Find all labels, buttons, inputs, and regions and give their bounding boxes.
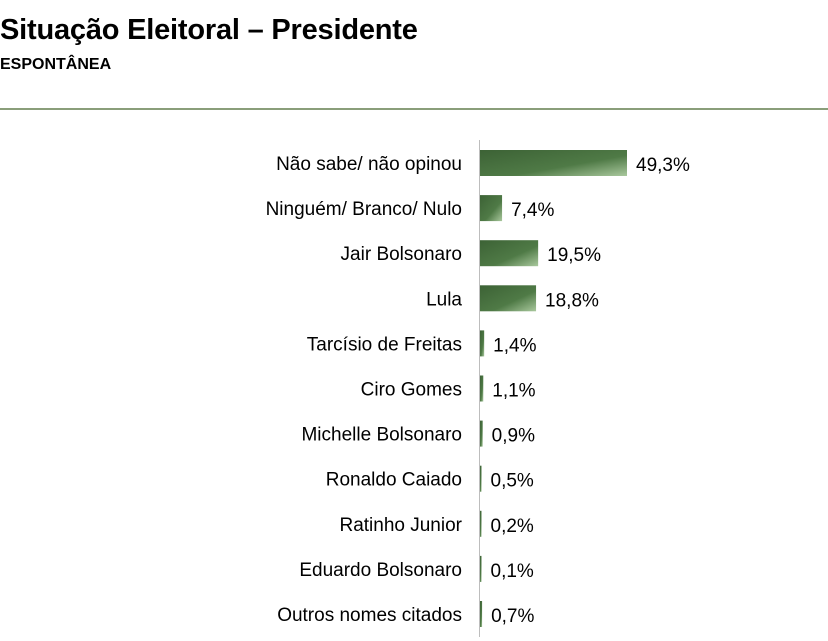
bar <box>480 150 627 176</box>
value-label: 18,8% <box>545 290 599 311</box>
value-label: 0,7% <box>491 606 534 627</box>
bar <box>480 420 483 447</box>
value-label: 0,9% <box>492 426 535 447</box>
bar <box>480 240 539 267</box>
value-label: 0,5% <box>491 471 534 492</box>
category-label: Jair Bolsonaro <box>341 244 462 265</box>
bar <box>480 195 503 222</box>
category-label: Ratinho Junior <box>339 515 462 536</box>
category-label: Michelle Bolsonaro <box>301 425 462 446</box>
bar <box>480 375 484 402</box>
bar <box>480 510 482 537</box>
category-label: Eduardo Bolsonaro <box>299 560 462 581</box>
value-label: 1,1% <box>492 381 535 402</box>
category-label: Ciro Gomes <box>361 380 462 401</box>
category-label: Ronaldo Caiado <box>326 470 462 491</box>
category-label: Tarcísio de Freitas <box>307 334 462 355</box>
bar <box>480 330 485 357</box>
value-label: 0,2% <box>491 516 534 537</box>
header-rule <box>0 108 828 110</box>
bar-chart: Não sabe/ não opinou 49,3% Ninguém/ Branco… <box>266 140 690 637</box>
bar-group: Não sabe/ não opinou 49,3% Ninguém/ Branco… <box>266 150 690 627</box>
bar <box>480 285 537 312</box>
category-label: Ninguém/ Branco/ Nulo <box>266 199 462 220</box>
value-label: 0,1% <box>491 561 534 582</box>
bar <box>480 555 482 582</box>
category-label: Lula <box>426 289 462 310</box>
value-label: 49,3% <box>636 155 690 176</box>
chart-subtitle: ESPONTÂNEA <box>0 56 112 73</box>
chart-title: Situação Eleitoral – Presidente <box>0 14 418 46</box>
bar <box>480 465 482 492</box>
category-label: Outros nomes citados <box>277 605 462 626</box>
value-label: 19,5% <box>547 245 601 266</box>
category-label: Não sabe/ não opinou <box>276 154 462 175</box>
value-label: 7,4% <box>511 200 554 221</box>
bar <box>480 601 483 627</box>
value-label: 1,4% <box>493 335 536 356</box>
